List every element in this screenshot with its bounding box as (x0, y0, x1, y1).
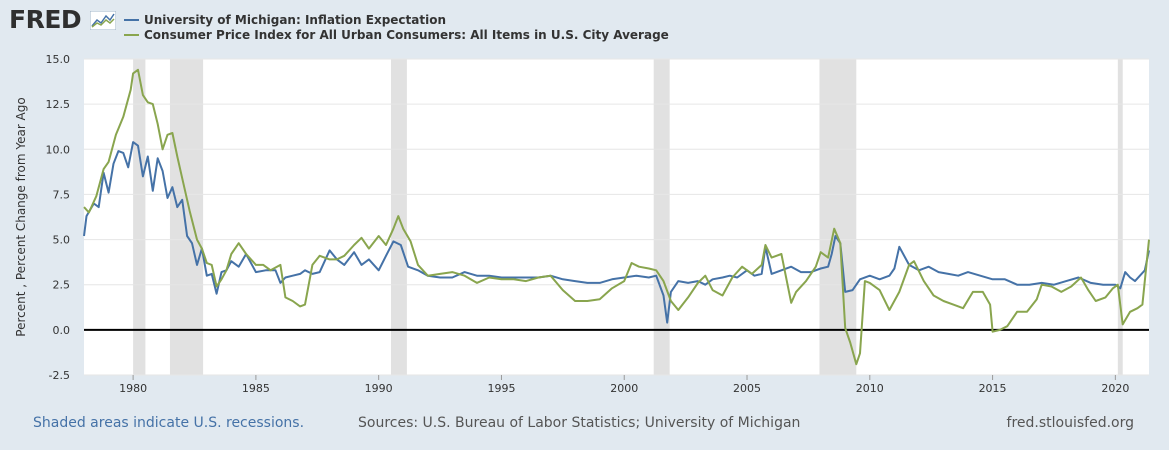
chart-legend: University of Michigan: Inflation Expect… (124, 12, 669, 42)
legend-item-cpi[interactable]: Consumer Price Index for All Urban Consu… (124, 27, 669, 42)
plot-area (84, 59, 1149, 375)
legend-swatch-green (124, 33, 139, 36)
legend-item-inflation-expectation[interactable]: University of Michigan: Inflation Expect… (124, 12, 669, 27)
x-tick-label: 1980 (119, 382, 147, 395)
x-tick-label: 2020 (1101, 382, 1129, 395)
recession-band (819, 59, 857, 375)
fred-url[interactable]: fred.stlouisfed.org (1006, 415, 1134, 431)
x-tick-label: 2005 (733, 382, 761, 395)
x-tick-label: 2000 (610, 382, 638, 395)
recession-band (169, 59, 204, 375)
y-tick-label: 15.0 (46, 53, 71, 66)
legend-label: Consumer Price Index for All Urban Consu… (144, 27, 669, 42)
fred-graph-icon (90, 11, 116, 30)
x-tick-label: 1990 (365, 382, 393, 395)
chart-header: FRED University of Michigan: Inflation E… (0, 0, 1169, 48)
legend-swatch-blue (124, 18, 139, 21)
y-tick-label: 12.5 (46, 98, 71, 111)
y-tick-label: -2.5 (49, 369, 70, 382)
y-tick-label: 0.0 (53, 324, 71, 337)
y-tick-label: 5.0 (53, 234, 71, 247)
recession-note-link[interactable]: Shaded areas indicate U.S. recessions. (33, 415, 305, 431)
y-tick-label: 7.5 (53, 188, 71, 201)
cpi-line[interactable] (83, 68, 1150, 366)
y-tick-label: 10.0 (46, 143, 71, 156)
x-tick-label: 1995 (487, 382, 515, 395)
y-tick-label: 2.5 (53, 279, 71, 292)
x-tick-label: 1985 (242, 382, 270, 395)
line-chart: -2.5 0.0 2.5 5.0 7.5 10.0 12.5 15.0 1980 1985 199… (14, 53, 1150, 395)
fred-logo[interactable]: FRED (9, 5, 82, 34)
inflation-expectation-line[interactable] (83, 141, 1150, 324)
x-tick-label: 2015 (979, 382, 1007, 395)
legend-label: University of Michigan: Inflation Expect… (144, 12, 447, 27)
recession-band (1117, 59, 1123, 375)
recession-band (133, 59, 146, 375)
sources-text: Sources: U.S. Bureau of Labor Statistics… (358, 415, 801, 431)
recession-band (653, 59, 670, 375)
y-axis-label: Percent , Percent Change from Year Ago (14, 97, 28, 336)
x-tick-label: 2010 (856, 382, 884, 395)
